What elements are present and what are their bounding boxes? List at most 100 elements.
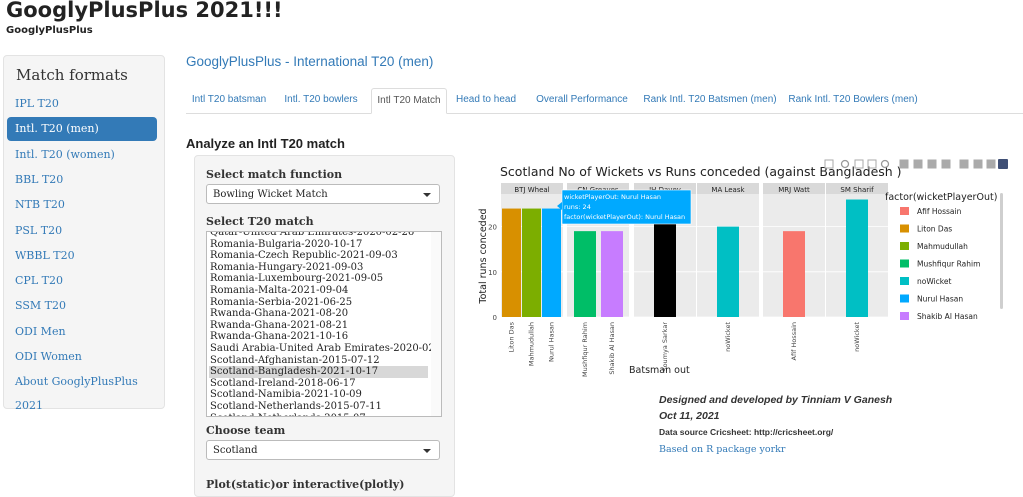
sidebar-title: Match formats — [16, 66, 128, 84]
spike-lines-icon[interactable] — [959, 159, 969, 169]
sidebar-item-ipl-t20[interactable]: IPL T20 — [15, 97, 59, 110]
x-tick-label: Afif Hossain — [790, 322, 798, 360]
legend-scrollbar[interactable] — [1000, 193, 1003, 309]
match-listbox[interactable]: Qatar-United Arab Emirates-2020-02-26 Rom… — [206, 231, 442, 417]
y-tick-label: 10 — [488, 269, 497, 277]
chart-toolbar[interactable] — [824, 159, 1008, 169]
match-label: Select T20 match — [206, 215, 314, 228]
match-function-label: Select match function — [206, 168, 343, 181]
sidebar-item-psl-t20[interactable]: PSL T20 — [15, 223, 63, 237]
bar[interactable] — [654, 208, 676, 317]
tab-head-to-head[interactable]: Head to head — [455, 94, 517, 105]
match-option[interactable]: Scotland-Ireland-2018-06-17 — [210, 377, 356, 389]
team-select[interactable]: Scotland — [206, 440, 440, 460]
app-subtitle: GooglyPlusPlus — [6, 25, 93, 36]
bar[interactable] — [522, 208, 541, 317]
match-option[interactable]: Romania-Luxembourg-2021-09-05 — [210, 273, 384, 285]
match-option[interactable]: Scotland-Namibia-2021-10-09 — [210, 389, 362, 401]
autoscale-icon[interactable] — [927, 159, 937, 169]
x-tick-label: Liton Das — [508, 321, 516, 352]
sidebar-item-wbbl-t20[interactable]: WBBL T20 — [15, 248, 75, 262]
match-option[interactable]: Romania-Malta-2021-09-04 — [210, 284, 349, 296]
hover-tooltip: wicketPlayerOut: Nurul Hasan runs: 24 fact… — [557, 189, 692, 225]
page-title: GooglyPlusPlus - International T20 (men) — [186, 54, 434, 69]
match-option[interactable]: Rwanda-Ghana-2021-10-16 — [210, 331, 349, 343]
sidebar-item-intl-t20-women[interactable]: Intl. T20 (women) — [15, 147, 115, 161]
y-tick-label: 20 — [488, 224, 497, 232]
lasso-icon[interactable] — [880, 159, 890, 169]
facet-strip — [697, 183, 759, 194]
sidebar-item-odi-women[interactable]: ODI Women — [15, 350, 82, 363]
match-option[interactable]: Saudi Arabia-United Arab Emirates-2020-0… — [210, 342, 442, 354]
legend-entry: Mushfiqur Rahim — [917, 260, 980, 269]
package-link[interactable]: Based on R package yorkr — [659, 444, 786, 455]
sidebar-item-cpl-t20[interactable]: CPL T20 — [15, 274, 63, 288]
facet-strip — [763, 183, 825, 194]
hover-compare-icon[interactable] — [986, 159, 996, 169]
hover-closest-icon[interactable] — [973, 159, 983, 169]
legend-entry: Shakib Al Hasan — [917, 312, 978, 321]
chevron-down-icon — [423, 449, 431, 453]
zoom-icon[interactable] — [840, 159, 850, 169]
sidebar-item-intl-t20-men[interactable]: Intl. T20 (men) — [7, 117, 157, 142]
match-option[interactable]: Rwanda-Ghana-2021-08-20 — [210, 308, 349, 320]
sidebar-item-about-googlyplusplus-2021[interactable]: About GooglyPlusPlus 2021 — [15, 375, 138, 413]
zoom-out-icon[interactable] — [913, 159, 923, 169]
zoom-in-icon[interactable] — [899, 159, 909, 169]
bar[interactable] — [601, 231, 623, 317]
box-select-icon[interactable] — [867, 159, 877, 169]
tab-intl-t20-bowlers[interactable]: Intl. T20 bowlers — [284, 94, 358, 105]
tooltip-line: runs: 24 — [564, 203, 591, 211]
camera-icon[interactable] — [824, 159, 834, 169]
tab-overall-performance[interactable]: Overall Performance — [536, 94, 628, 105]
tab-intl-t20-match[interactable]: Intl T20 Match — [371, 88, 447, 114]
match-option[interactable]: Scotland-Afghanistan-2015-07-12 — [210, 354, 380, 366]
reset-axes-icon[interactable] — [941, 159, 951, 169]
date-text: Oct 11, 2021 — [659, 410, 720, 422]
facet-label: BTJ Wheal — [514, 186, 549, 194]
bar[interactable] — [846, 199, 868, 317]
x-tick-label: noWicket — [724, 322, 732, 352]
plotly-logo-icon[interactable] — [998, 159, 1008, 169]
match-option[interactable]: Romania-Serbia-2021-06-25 — [210, 296, 353, 308]
match-option[interactable]: Rwanda-Ghana-2021-08-21 — [210, 319, 349, 331]
chevron-down-icon — [423, 193, 431, 197]
legend-swatch — [900, 242, 909, 250]
chart[interactable]: Scotland No of Wickets vs Runs conceded … — [475, 157, 1015, 397]
facet-label: SM Sharif — [840, 186, 874, 194]
app-title: GooglyPlusPlus 2021!!! — [6, 0, 283, 22]
tooltip-line: wicketPlayerOut: Nurul Hasan — [564, 193, 661, 201]
plot-type-label: Plot(static)or interactive(plotly) — [206, 478, 405, 491]
tab-intl-t20-batsman[interactable]: Intl T20 batsman — [191, 94, 267, 105]
listbox-scrollbar[interactable] — [431, 232, 441, 416]
legend: factor(wicketPlayerOut) Afif Hossain Liton… — [885, 192, 1003, 321]
tab-rank-intl-t20-batsmen-men[interactable]: Rank Intl. T20 Batsmen (men) — [643, 94, 777, 105]
match-option[interactable]: Qatar-United Arab Emirates-2020-02-26 — [210, 231, 415, 238]
bar[interactable] — [542, 208, 561, 317]
match-option[interactable]: Scotland-Netherlands-2015-07- — [209, 413, 428, 417]
x-tick-label: Shakib Al Hasan — [608, 322, 616, 375]
match-option[interactable]: Romania-Hungary-2021-09-03 — [210, 261, 364, 273]
match-option[interactable]: Scotland-Bangladesh-2021-10-17 — [209, 366, 428, 378]
x-axis-label: Batsman out — [629, 365, 690, 376]
bar[interactable] — [574, 231, 596, 317]
legend-entry: Mahmudullah — [917, 242, 968, 251]
legend-title: factor(wicketPlayerOut) — [885, 192, 997, 203]
tab-rank-intl-t20-bowlers-men[interactable]: Rank Intl. T20 Bowlers (men) — [788, 94, 918, 105]
match-option[interactable]: Romania-Bulgaria-2020-10-17 — [210, 238, 363, 250]
bar[interactable] — [717, 226, 739, 317]
facet-label: MA Leask — [711, 186, 745, 194]
pan-icon[interactable] — [854, 159, 864, 169]
bar[interactable] — [502, 208, 521, 317]
match-option[interactable]: Scotland-Netherlands-2015-07-11 — [210, 400, 382, 412]
match-option[interactable]: Romania-Czech Republic-2021-09-03 — [210, 250, 398, 262]
sidebar-item-bbl-t20[interactable]: BBL T20 — [15, 172, 64, 186]
sidebar-item-ssm-t20[interactable]: SSM T20 — [15, 299, 66, 313]
sidebar-item-ntb-t20[interactable]: NTB T20 — [15, 198, 65, 212]
sidebar-item-odi-men[interactable]: ODI Men — [15, 324, 66, 338]
legend-entry: Liton Das — [917, 225, 952, 234]
section-title: Analyze an Intl T20 match — [186, 136, 345, 151]
bar[interactable] — [783, 231, 805, 317]
x-tick-label: noWicket — [853, 322, 861, 352]
match-function-select[interactable]: Bowling Wicket Match — [206, 184, 440, 204]
